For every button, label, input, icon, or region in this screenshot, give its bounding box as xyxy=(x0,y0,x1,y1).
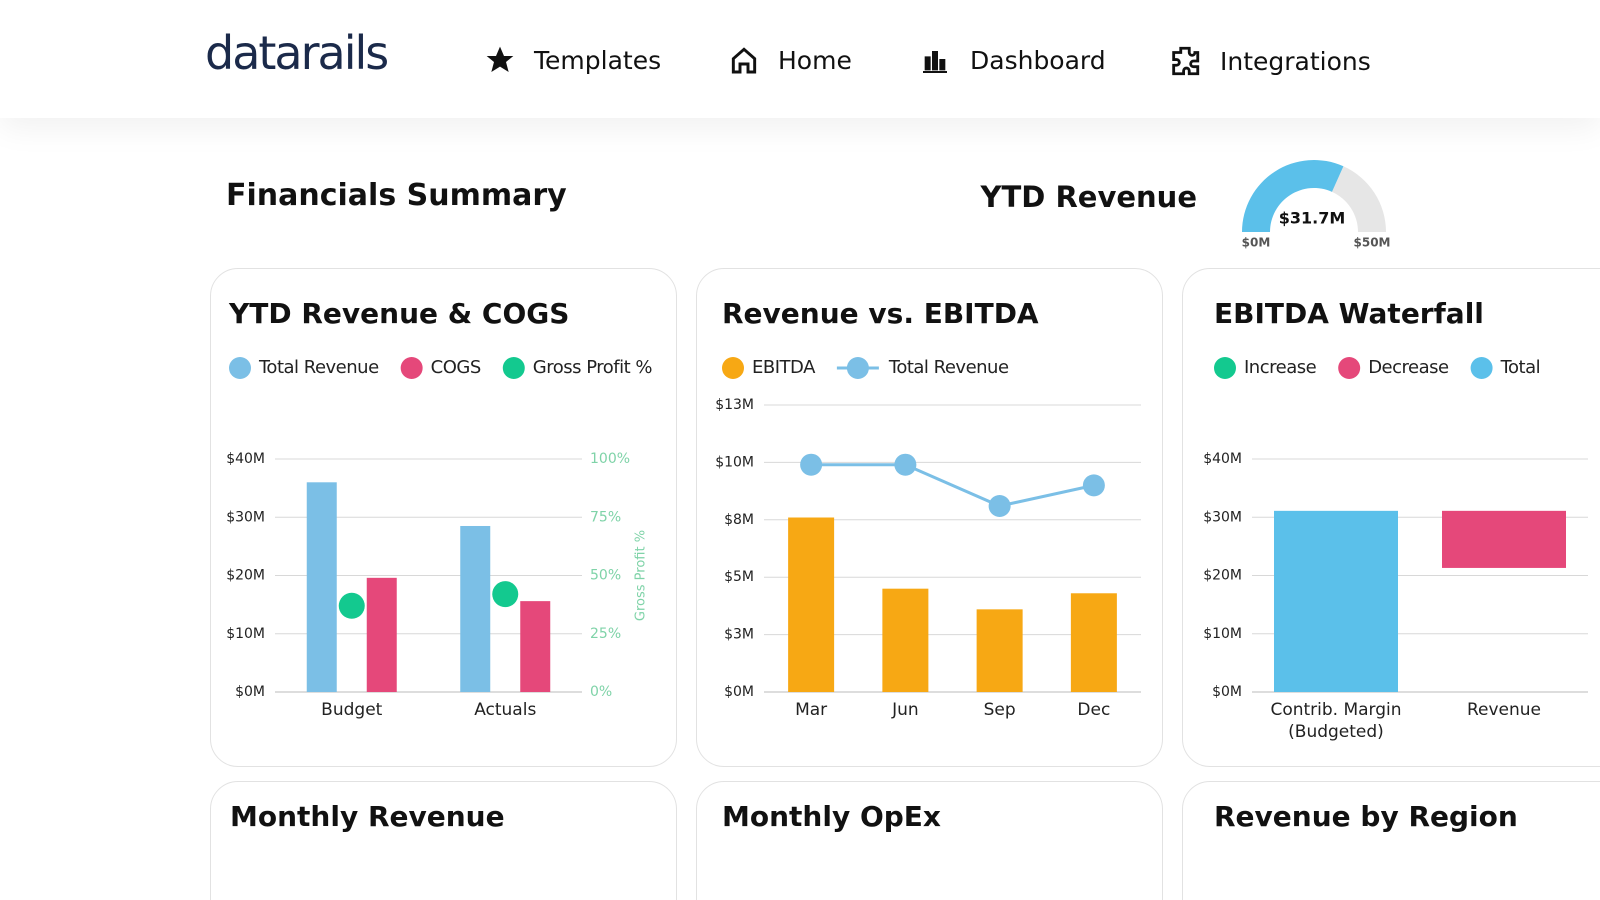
bar xyxy=(460,525,491,692)
gauge-track xyxy=(1331,166,1386,232)
y-tick-label: $0M xyxy=(1212,684,1242,700)
card-title: Monthly Revenue xyxy=(230,800,505,833)
dashboard-icon xyxy=(923,51,947,73)
legend-swatch xyxy=(400,357,423,379)
card: Revenue by Region xyxy=(1182,781,1600,900)
line-point xyxy=(894,453,917,476)
legend-swatch xyxy=(1338,357,1361,379)
line xyxy=(811,463,1095,508)
nav-label[interactable]: Home xyxy=(778,45,852,75)
card: Monthly OpEx xyxy=(696,781,1163,900)
x-tick-label: Dec xyxy=(1077,700,1111,720)
legend-label: Increase xyxy=(1244,357,1317,378)
integrations-icon xyxy=(1172,46,1200,76)
legend-label: Gross Profit % xyxy=(533,357,653,378)
y2-tick-label: 100% xyxy=(590,451,630,467)
bar xyxy=(788,517,835,692)
nav-item[interactable]: Home xyxy=(728,44,852,76)
gauge-tick: $0M xyxy=(1242,236,1271,250)
y-tick-label: $30M xyxy=(226,509,265,525)
y-tick-label: $20M xyxy=(1203,568,1242,584)
nav-item[interactable]: Dashboard xyxy=(918,44,1106,76)
y2-tick-label: 75% xyxy=(590,509,621,525)
bar xyxy=(1070,593,1117,692)
page-heading: Financials Summary xyxy=(226,178,567,213)
line-point xyxy=(988,495,1011,518)
x-tick-label: Contrib. Margin (Budgeted) xyxy=(1270,700,1402,742)
legend-label: Decrease xyxy=(1368,357,1449,378)
y-tick-label: $8M xyxy=(724,512,754,528)
x-tick-label: Budget xyxy=(321,700,383,720)
gauge-tick: $50M xyxy=(1354,236,1391,250)
legend-label: Total Revenue xyxy=(888,357,1009,378)
card: Monthly Revenue xyxy=(210,781,677,900)
legend-swatch xyxy=(1214,357,1236,379)
nav-label[interactable]: Integrations xyxy=(1220,46,1371,76)
legend-swatch xyxy=(722,357,744,379)
gauge-label: $31.7M xyxy=(1279,209,1346,228)
legend-swatch xyxy=(846,357,869,379)
legend-swatch xyxy=(502,357,525,379)
y2-tick-label: 0% xyxy=(590,684,612,700)
bar xyxy=(306,482,337,692)
y-tick-label: $0M xyxy=(724,684,754,700)
home-icon xyxy=(731,47,757,74)
y-tick-label: $20M xyxy=(226,568,265,584)
logo[interactable]: datarails xyxy=(205,26,389,80)
y-tick-label: $0M xyxy=(235,684,265,700)
y-tick-label: $10M xyxy=(1203,626,1242,642)
nav-item[interactable]: Templates xyxy=(484,44,661,76)
y-tick-label: $5M xyxy=(724,569,754,585)
y2-tick-label: 50% xyxy=(590,568,621,584)
card-title: Revenue by Region xyxy=(1214,800,1518,833)
y-tick-label: $10M xyxy=(715,454,754,470)
legend-label: COGS xyxy=(431,357,481,378)
gauge-title: YTD Revenue xyxy=(980,180,1197,214)
star-icon xyxy=(486,46,514,72)
bar xyxy=(520,601,551,692)
x-tick-label: Actuals xyxy=(474,700,537,720)
card-title: Monthly OpEx xyxy=(722,800,941,833)
x-tick-label: Mar xyxy=(795,700,828,720)
y-tick-label: $10M xyxy=(226,626,265,642)
bar xyxy=(882,588,929,692)
dot xyxy=(492,581,519,608)
legend-label: Total Revenue xyxy=(258,357,379,378)
line-point xyxy=(800,453,823,476)
y2-axis-label: Gross Profit % xyxy=(634,530,649,621)
nav-item[interactable]: Integrations xyxy=(1168,44,1371,78)
top-bar: datarails Templates Home Dashboard Integ… xyxy=(0,0,1600,118)
y2-tick-label: 25% xyxy=(590,626,621,642)
x-tick-label: Revenue xyxy=(1466,700,1542,720)
y-tick-label: $13M xyxy=(715,397,754,413)
legend-label: Total xyxy=(1500,357,1541,378)
chart-title: Revenue vs. EBITDA xyxy=(722,297,1039,330)
legend-swatch xyxy=(229,357,251,379)
chart-title: EBITDA Waterfall xyxy=(1214,297,1484,330)
bar xyxy=(1274,510,1398,692)
x-tick-label: Sep xyxy=(983,700,1016,720)
dot xyxy=(338,592,365,619)
nav-label[interactable]: Templates xyxy=(534,45,662,75)
gauge-value xyxy=(1242,160,1344,232)
x-tick-label: Jun xyxy=(892,700,919,720)
line-point xyxy=(1082,474,1105,497)
y-tick-label: $3M xyxy=(724,627,754,643)
legend-label: EBITDA xyxy=(752,357,816,378)
bar xyxy=(976,609,1023,692)
chart-title: YTD Revenue & COGS xyxy=(228,297,569,330)
bar xyxy=(366,577,397,692)
bar xyxy=(1442,510,1566,568)
y-tick-label: $40M xyxy=(226,451,265,467)
nav-label[interactable]: Dashboard xyxy=(970,45,1106,75)
legend-swatch xyxy=(1470,357,1493,379)
y-tick-label: $30M xyxy=(1203,509,1242,525)
y-tick-label: $40M xyxy=(1203,451,1242,467)
